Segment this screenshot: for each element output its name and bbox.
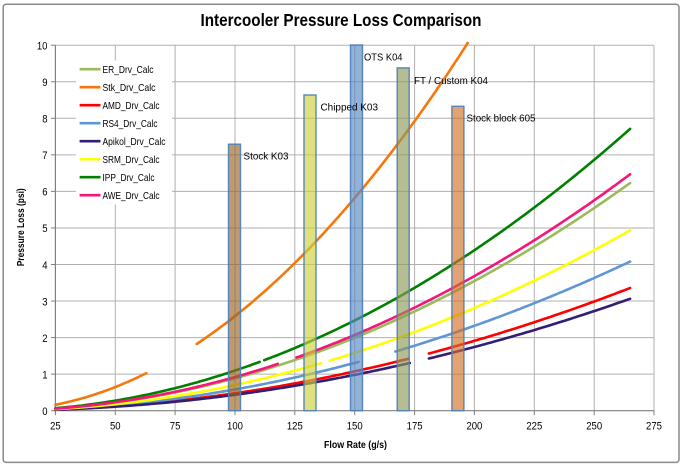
svg-text:2: 2 xyxy=(42,333,47,345)
svg-text:125: 125 xyxy=(287,420,303,432)
svg-text:Intercooler Pressure Loss Comp: Intercooler Pressure Loss Comparison xyxy=(201,10,482,30)
svg-text:AMD_Drv_Calc: AMD_Drv_Calc xyxy=(103,100,160,112)
svg-text:6: 6 xyxy=(42,187,47,199)
svg-text:Stock block 605: Stock block 605 xyxy=(467,113,536,125)
svg-text:100: 100 xyxy=(227,420,243,432)
svg-text:ER_Drv_Calc: ER_Drv_Calc xyxy=(103,64,154,76)
svg-text:0: 0 xyxy=(42,406,47,418)
svg-text:225: 225 xyxy=(526,420,542,432)
svg-text:AWE_Drv_Calc: AWE_Drv_Calc xyxy=(103,190,160,202)
svg-text:250: 250 xyxy=(586,420,602,432)
svg-text:Chipped K03: Chipped K03 xyxy=(321,102,379,114)
svg-text:75: 75 xyxy=(170,420,181,432)
svg-text:Stk_Drv_Calc: Stk_Drv_Calc xyxy=(103,82,156,94)
svg-text:25: 25 xyxy=(50,420,61,432)
svg-text:FT / Custom K04: FT / Custom K04 xyxy=(414,75,488,87)
svg-text:50: 50 xyxy=(110,420,121,432)
svg-text:9: 9 xyxy=(42,77,47,89)
svg-text:SRM_Drv_Calc: SRM_Drv_Calc xyxy=(103,154,160,166)
svg-text:Pressure Loss (psi): Pressure Loss (psi) xyxy=(15,188,27,266)
svg-text:1: 1 xyxy=(42,369,47,381)
svg-text:275: 275 xyxy=(646,420,662,432)
svg-text:4: 4 xyxy=(42,260,47,272)
svg-text:7: 7 xyxy=(42,150,47,162)
svg-text:8: 8 xyxy=(42,114,47,126)
svg-text:175: 175 xyxy=(407,420,423,432)
svg-text:3: 3 xyxy=(42,296,47,308)
svg-text:5: 5 xyxy=(42,223,47,235)
svg-text:IPP_Drv_Calc: IPP_Drv_Calc xyxy=(103,172,155,184)
svg-text:150: 150 xyxy=(347,420,363,432)
svg-text:Flow Rate (g/s): Flow Rate (g/s) xyxy=(324,439,387,451)
svg-text:10: 10 xyxy=(37,41,48,53)
svg-text:Apikol_Drv_Calc: Apikol_Drv_Calc xyxy=(103,136,166,148)
svg-text:OTS K04: OTS K04 xyxy=(364,52,403,64)
svg-text:Stock K03: Stock K03 xyxy=(244,150,289,162)
svg-text:200: 200 xyxy=(466,420,482,432)
svg-text:RS4_Drv_Calc: RS4_Drv_Calc xyxy=(103,118,158,130)
